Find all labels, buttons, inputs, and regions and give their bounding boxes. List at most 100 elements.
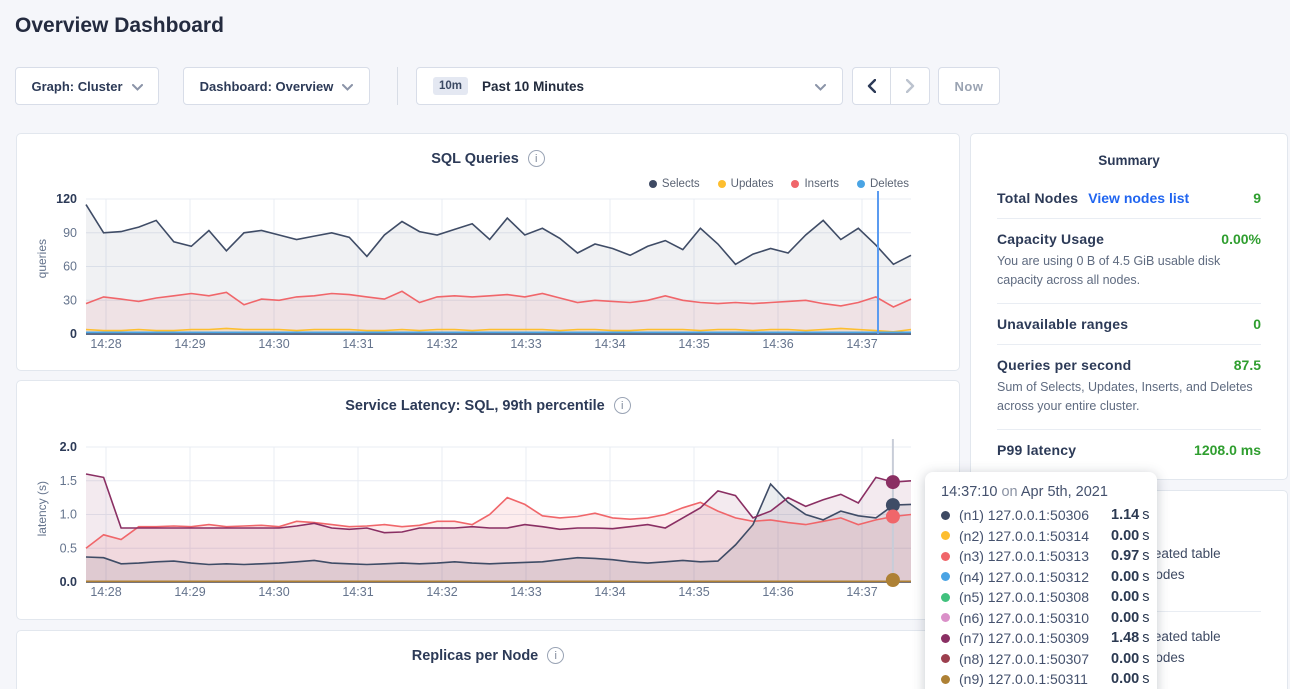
chart-title: Service Latency: SQL, 99th percentile — [345, 398, 605, 414]
tooltip-node-row: (n2) 127.0.0.1:503140.00s — [941, 526, 1141, 547]
svg-text:14:36: 14:36 — [762, 337, 793, 351]
chart-legend: Selects Updates Inserts Deletes — [649, 178, 909, 190]
node-color-dot — [941, 531, 950, 540]
sql-queries-chart[interactable]: 14:28 14:29 14:30 14:31 14:32 14:33 14:34 14:35… — [17, 191, 959, 363]
svg-text:14:29: 14:29 — [174, 585, 205, 599]
tooltip-node-row: (n3) 127.0.0.1:503130.97s — [941, 546, 1141, 567]
node-color-dot — [941, 654, 950, 663]
step-back-button[interactable] — [853, 68, 891, 104]
step-forward-button[interactable] — [891, 68, 929, 104]
metric-total-nodes: Total Nodes View nodes list 9 — [997, 178, 1261, 219]
node-color-dot — [941, 613, 950, 622]
view-nodes-list-link[interactable]: View nodes list — [1088, 190, 1189, 206]
svg-text:0.0: 0.0 — [60, 575, 77, 589]
replicas-per-node-card: Replicas per Node i — [16, 630, 960, 689]
tooltip-node-row: (n7) 127.0.0.1:503091.48s — [941, 628, 1141, 649]
tooltip-timestamp: 14:37:10 on Apr 5th, 2021 — [941, 484, 1141, 500]
chevron-down-icon — [342, 79, 353, 94]
svg-text:14:32: 14:32 — [426, 585, 457, 599]
legend-dot — [718, 180, 726, 188]
info-icon[interactable]: i — [528, 150, 545, 167]
legend-dot — [791, 180, 799, 188]
dashboard-dropdown-label: Dashboard: Overview — [200, 79, 334, 94]
svg-text:14:37: 14:37 — [846, 585, 877, 599]
svg-text:14:32: 14:32 — [426, 337, 457, 351]
metric-value: 1208.0 ms — [1194, 442, 1261, 458]
time-range-label: Past 10 Minutes — [482, 79, 584, 94]
svg-text:14:34: 14:34 — [594, 585, 625, 599]
svg-text:14:35: 14:35 — [678, 585, 709, 599]
chart-title: SQL Queries — [431, 151, 519, 167]
tooltip-node-row: (n6) 127.0.0.1:503100.00s — [941, 608, 1141, 629]
page-title: Overview Dashboard — [15, 14, 224, 38]
node-color-dot — [941, 511, 950, 520]
time-range-badge: 10m — [433, 77, 468, 95]
node-color-dot — [941, 675, 950, 684]
summary-title: Summary — [971, 134, 1287, 178]
metric-unavailable-ranges: Unavailable ranges 0 — [997, 304, 1261, 345]
metric-value: 87.5 — [1234, 357, 1261, 373]
tooltip-node-row: (n8) 127.0.0.1:503070.00s — [941, 649, 1141, 670]
metric-p99-latency: P99 latency 1208.0 ms — [997, 430, 1261, 470]
metric-queries-per-second: Queries per second 87.5 Sum of Selects, … — [997, 345, 1261, 430]
node-color-dot — [941, 634, 950, 643]
time-step-arrows — [852, 67, 930, 105]
now-button[interactable]: Now — [938, 67, 1000, 105]
svg-text:14:33: 14:33 — [510, 337, 541, 351]
info-icon[interactable]: i — [614, 397, 631, 414]
legend-dot — [857, 180, 865, 188]
graph-dropdown[interactable]: Graph: Cluster — [15, 67, 159, 105]
tooltip-node-row: (n4) 127.0.0.1:503120.00s — [941, 567, 1141, 588]
svg-text:14:31: 14:31 — [342, 585, 373, 599]
metric-value: 0.00% — [1221, 231, 1261, 247]
svg-text:14:31: 14:31 — [342, 337, 373, 351]
tooltip-node-row: (n5) 127.0.0.1:503080.00s — [941, 587, 1141, 608]
time-range-selector[interactable]: 10m Past 10 Minutes — [416, 67, 843, 105]
svg-text:30: 30 — [63, 293, 77, 307]
svg-text:1.5: 1.5 — [60, 474, 77, 488]
svg-text:14:34: 14:34 — [594, 337, 625, 351]
svg-text:14:36: 14:36 — [762, 585, 793, 599]
sql-queries-card: SQL Queries i Selects Updates Inserts De… — [16, 133, 960, 371]
metric-capacity-usage: Capacity Usage 0.00% You are using 0 B o… — [997, 219, 1261, 304]
dashboard-dropdown[interactable]: Dashboard: Overview — [183, 67, 370, 105]
info-icon[interactable]: i — [547, 647, 564, 664]
service-latency-chart[interactable]: 14:28 14:29 14:30 14:31 14:32 14:33 14:34 14:35… — [17, 439, 959, 611]
node-color-dot — [941, 572, 950, 581]
metric-value: 0 — [1253, 316, 1261, 332]
svg-text:14:35: 14:35 — [678, 337, 709, 351]
svg-text:14:37: 14:37 — [846, 337, 877, 351]
svg-text:60: 60 — [63, 260, 77, 274]
chart-hover-tooltip: 14:37:10 on Apr 5th, 2021 (n1) 127.0.0.1… — [925, 472, 1157, 689]
overview-dashboard-page: Overview Dashboard Graph: Cluster Dashbo… — [0, 0, 1290, 689]
svg-text:14:28: 14:28 — [90, 337, 121, 351]
metric-description: Sum of Selects, Updates, Inserts, and De… — [997, 378, 1261, 417]
svg-text:90: 90 — [63, 226, 77, 240]
chevron-down-icon — [132, 79, 143, 94]
svg-text:0.5: 0.5 — [60, 541, 77, 555]
svg-text:14:33: 14:33 — [510, 585, 541, 599]
graph-dropdown-label: Graph: Cluster — [31, 79, 122, 94]
chart-title: Replicas per Node — [412, 648, 539, 664]
chevron-down-icon — [815, 79, 826, 94]
svg-text:1.0: 1.0 — [60, 508, 77, 522]
svg-text:2.0: 2.0 — [60, 440, 77, 454]
service-latency-card: Service Latency: SQL, 99th percentile i … — [16, 380, 960, 620]
svg-text:14:29: 14:29 — [174, 337, 205, 351]
svg-text:14:30: 14:30 — [258, 337, 289, 351]
svg-text:14:30: 14:30 — [258, 585, 289, 599]
svg-text:14:28: 14:28 — [90, 585, 121, 599]
toolbar-divider — [397, 67, 398, 105]
legend-item-updates[interactable]: Updates — [718, 178, 774, 190]
legend-item-selects[interactable]: Selects — [649, 178, 700, 190]
summary-panel: Summary Total Nodes View nodes list 9 Ca… — [970, 133, 1288, 480]
metric-value: 9 — [1253, 190, 1261, 206]
legend-dot — [649, 180, 657, 188]
node-color-dot — [941, 552, 950, 561]
node-color-dot — [941, 593, 950, 602]
legend-item-inserts[interactable]: Inserts — [791, 178, 839, 190]
tooltip-node-row: (n1) 127.0.0.1:503061.14s — [941, 505, 1141, 526]
legend-item-deletes[interactable]: Deletes — [857, 178, 909, 190]
svg-text:120: 120 — [56, 192, 77, 206]
svg-text:0: 0 — [70, 327, 77, 341]
